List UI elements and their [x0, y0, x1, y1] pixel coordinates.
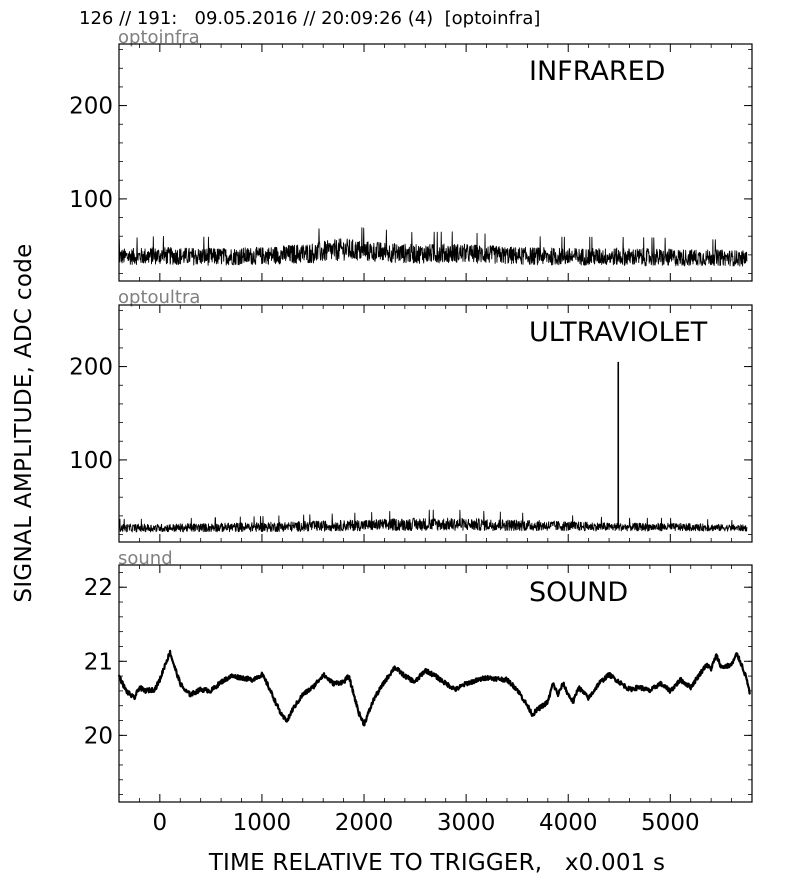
panel-tag-optoultra: optoultra: [118, 287, 201, 308]
ytick-label: 100: [69, 448, 113, 474]
ytick-label: 200: [69, 94, 113, 120]
panel-title-sound: SOUND: [529, 577, 628, 608]
xtick-label: 3000: [437, 810, 496, 836]
axes-frame-optoinfra: [118, 43, 753, 282]
xtick-label: 0: [153, 810, 168, 836]
ytick-label: 22: [84, 575, 113, 601]
panel-title-optoultra: ULTRAVIOLET: [529, 317, 708, 348]
panel-tag-sound: sound: [118, 548, 173, 569]
axes-frame-sound: [118, 564, 753, 803]
series-optoinfra-line: [118, 227, 748, 267]
panel-title-optoinfra: INFRARED: [529, 56, 665, 87]
xtick-label: 5000: [641, 810, 700, 836]
ytick-label: 200: [69, 355, 113, 381]
xtick-label: 1000: [233, 810, 292, 836]
ytick-label: 100: [69, 187, 113, 213]
xtick-label: 2000: [335, 810, 394, 836]
x-axis-label: TIME RELATIVE TO TRIGGER, x0.001 s: [208, 850, 666, 876]
axes-frame-optoultra: [118, 304, 753, 543]
ytick-label: 20: [84, 723, 113, 749]
xtick-label: 4000: [539, 810, 598, 836]
ytick-label: 21: [84, 649, 113, 675]
chart-header: 126 // 191: 09.05.2016 // 20:09:26 (4) […: [79, 8, 541, 29]
series-optoultra-line: [118, 509, 748, 533]
panel-tag-optoinfra: optoinfra: [118, 27, 200, 48]
series-sound-line: [117, 649, 751, 727]
